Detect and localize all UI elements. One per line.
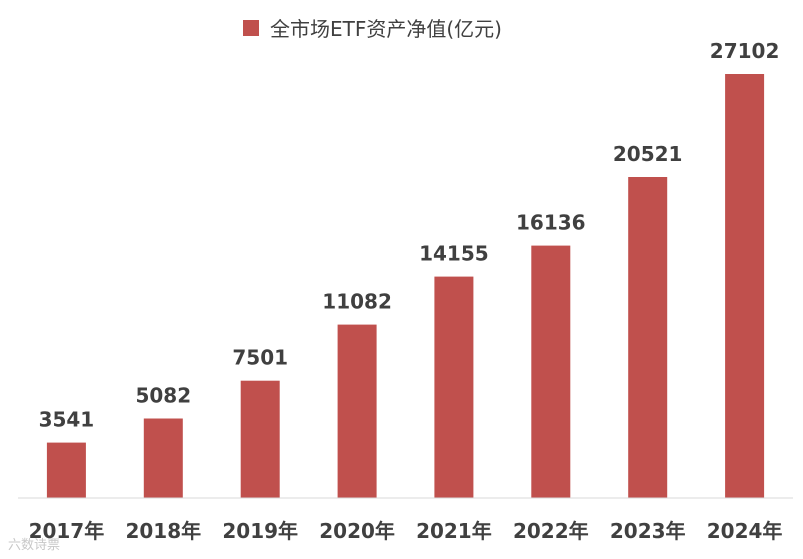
x-tick-label-2017年: 2017年	[29, 519, 105, 543]
bar-2024年	[725, 74, 765, 498]
bar-2019年	[240, 380, 280, 498]
data-labels-group: 3541 5082 7501 11082 14155 16136 20521 27102	[39, 39, 780, 432]
x-tick-label-2024年: 2024年	[707, 519, 783, 543]
x-tick-label-2019年: 2019年	[222, 519, 298, 543]
x-tick-label-2018年: 2018年	[125, 519, 201, 543]
legend-swatch	[243, 20, 259, 36]
data-label-2022年: 16136	[516, 211, 586, 235]
data-label-2020年: 11082	[322, 290, 392, 314]
bars-group	[46, 74, 765, 498]
x-tick-label-2022年: 2022年	[513, 519, 589, 543]
data-label-2018年: 5082	[135, 384, 191, 408]
data-label-2023年: 20521	[613, 142, 683, 166]
data-label-2017年: 3541	[39, 408, 95, 432]
data-label-2024年: 27102	[710, 39, 780, 63]
data-label-2019年: 7501	[232, 346, 288, 370]
bar-2017年	[46, 442, 86, 498]
chart-legend: 全市场ETF资产净值(亿元)	[243, 17, 502, 41]
x-tick-label-2020年: 2020年	[319, 519, 395, 543]
bar-2018年	[143, 418, 183, 498]
watermark-text: 六数诗票	[8, 538, 61, 553]
bar-2022年	[531, 245, 571, 498]
bar-2023年	[628, 177, 668, 498]
watermark: 六数诗票	[8, 534, 60, 553]
x-tick-label-2023年: 2023年	[610, 519, 686, 543]
data-label-2021年: 14155	[419, 242, 489, 266]
bar-2021年	[434, 276, 474, 498]
bar-2020年	[337, 324, 377, 498]
legend-label: 全市场ETF资产净值(亿元)	[270, 17, 502, 41]
x-tick-label-2021年: 2021年	[416, 519, 492, 543]
x-axis-tick-labels: 2017年 2018年 2019年 2020年 2021年 2022年 2023年 2024年	[29, 519, 783, 543]
